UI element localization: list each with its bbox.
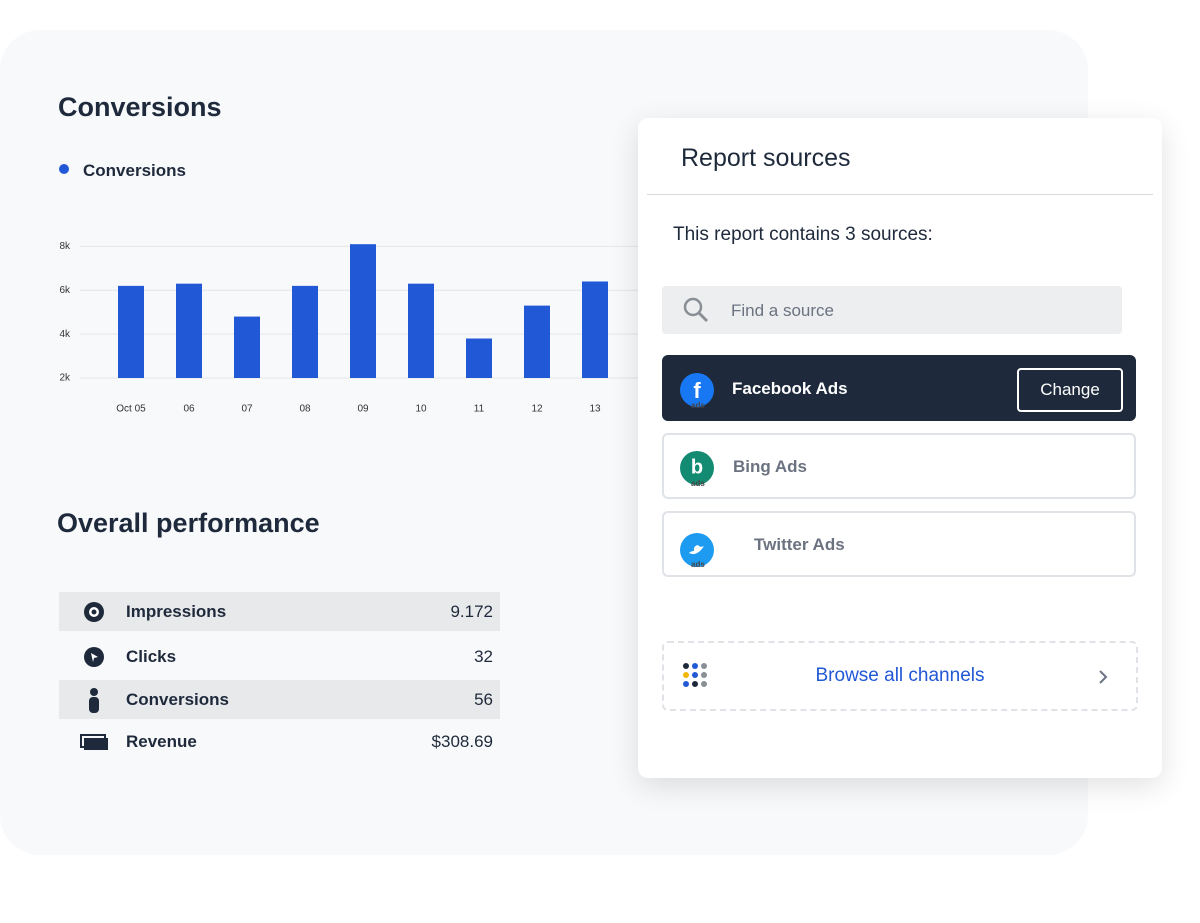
legend-label: Conversions xyxy=(83,161,186,180)
search-placeholder: Find a source xyxy=(731,301,834,320)
source-icon: f xyxy=(680,373,714,407)
metric-row: Impressions 9.172 xyxy=(59,592,500,631)
chart: 2k 4k 6k 8k Oct 05 06 07 08 09 10 11 12 13 xyxy=(59,241,638,415)
x-tick-label: 07 xyxy=(241,404,253,415)
x-tick-label: 08 xyxy=(299,404,311,415)
source-name: Twitter Ads xyxy=(754,535,845,554)
panel-subtitle: This report contains 3 sources: xyxy=(673,224,933,245)
metric-row: Revenue $308.69 xyxy=(59,722,500,761)
chevron xyxy=(1099,670,1108,684)
source-item[interactable]: b ads Bing Ads xyxy=(662,433,1136,499)
x-tick-label: 11 xyxy=(474,404,485,415)
bar xyxy=(292,285,318,378)
sources-panel: Report sources This report contains 3 so… xyxy=(638,118,1162,778)
y-tick-label: 2k xyxy=(59,373,71,384)
x-tick-label: 12 xyxy=(531,404,543,415)
y-tick-label: 4k xyxy=(59,329,71,340)
x-tick-label: 10 xyxy=(415,404,427,415)
metric-label: Clicks xyxy=(126,647,177,666)
icon xyxy=(80,734,108,750)
metric-label: Conversions xyxy=(126,690,229,709)
source-badge: ads xyxy=(691,560,705,569)
bar xyxy=(350,244,376,378)
x-tick-label: 06 xyxy=(183,404,195,415)
icon xyxy=(89,688,99,713)
bar xyxy=(466,338,492,378)
channels-icon xyxy=(683,663,707,687)
x-tick-label: Oct 05 xyxy=(116,404,146,415)
browse-label: Browse all channels xyxy=(815,665,985,686)
bar xyxy=(408,283,434,378)
metric-value: 32 xyxy=(474,647,493,666)
bar xyxy=(524,305,550,378)
legend-swatch xyxy=(59,164,69,174)
source-badge: ads xyxy=(691,479,705,488)
card-title: Conversions xyxy=(58,92,222,122)
bar xyxy=(582,281,608,378)
bar xyxy=(234,316,260,378)
browse-button[interactable]: Browse all channels xyxy=(662,641,1138,711)
y-tick-label: 6k xyxy=(59,285,71,296)
source-name: Facebook Ads xyxy=(732,379,848,398)
source-badge: ads xyxy=(691,401,705,410)
divider xyxy=(647,194,1153,195)
source-item[interactable]: ads Twitter Ads xyxy=(662,511,1136,577)
change-button[interactable]: Change xyxy=(1017,368,1123,412)
bar xyxy=(118,285,144,378)
icon xyxy=(84,602,104,622)
svg-text:b: b xyxy=(691,456,703,478)
icon xyxy=(84,647,104,667)
section-title: Overall performance xyxy=(57,508,320,538)
source-name: Bing Ads xyxy=(733,457,807,476)
metric-row: Clicks 32 xyxy=(59,637,500,676)
source-icon: b xyxy=(680,451,714,485)
source-icon xyxy=(680,533,714,567)
metric-value: 56 xyxy=(474,690,493,709)
metric-value: $308.69 xyxy=(431,732,493,751)
metric-row: Conversions 56 xyxy=(59,680,500,719)
bar xyxy=(176,283,202,378)
search-box[interactable]: Find a source xyxy=(662,286,1122,334)
metric-label: Revenue xyxy=(126,732,197,751)
x-tick-label: 13 xyxy=(589,404,601,415)
panel-title: Report sources xyxy=(681,144,851,172)
metric-value: 9.172 xyxy=(450,602,493,621)
y-tick-label: 8k xyxy=(59,241,71,252)
x-tick-label: 09 xyxy=(357,404,369,415)
svg-text:f: f xyxy=(693,378,701,403)
metric-label: Impressions xyxy=(126,602,227,621)
source-item[interactable]: f ads Facebook Ads Change xyxy=(662,355,1136,421)
search-icon xyxy=(683,297,709,323)
